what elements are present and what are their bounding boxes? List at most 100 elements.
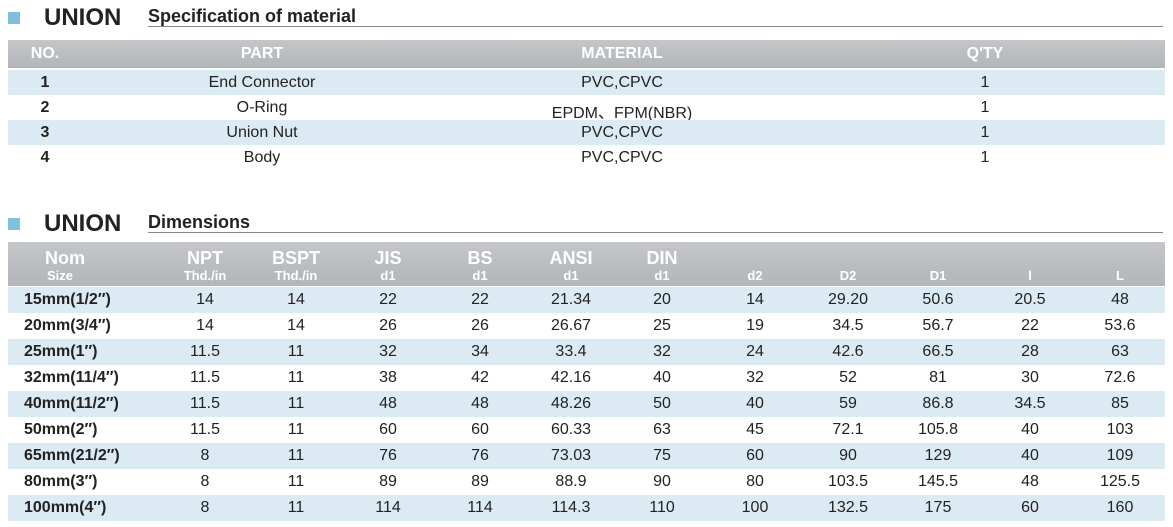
cell: 1	[980, 124, 990, 141]
cell: 40mm(11/2″)	[24, 395, 119, 412]
cell: 90	[839, 447, 857, 464]
cell: PVC,CPVC	[581, 124, 663, 141]
cell: 22	[1021, 317, 1039, 334]
cell: 14	[746, 291, 764, 308]
header-sub: d1	[654, 268, 670, 283]
cell: 48.26	[550, 395, 592, 412]
header-main: DIN	[646, 248, 678, 268]
cell: 1	[980, 149, 990, 166]
section-title: UNION	[44, 210, 122, 237]
cell: 86.8	[922, 395, 954, 412]
cell: 76	[379, 447, 397, 464]
cell: 40	[746, 395, 764, 412]
table-row	[8, 145, 1165, 170]
cell: 1	[40, 74, 50, 91]
title-rule	[148, 26, 1163, 27]
cell: 1	[980, 99, 990, 116]
cell: 11	[287, 473, 305, 490]
table-row	[8, 417, 1165, 443]
header-main: NPT	[187, 248, 223, 268]
cell: 8	[200, 473, 210, 490]
cell: 59	[839, 395, 857, 412]
cell: 22	[379, 291, 397, 308]
cell: 24	[746, 343, 764, 360]
cell: 48	[471, 395, 489, 412]
cell: 11.5	[190, 343, 220, 360]
section-marker	[8, 12, 20, 24]
cell: 145.5	[917, 473, 959, 490]
header-main: BS	[467, 248, 493, 268]
cell: 160	[1106, 499, 1134, 516]
cell: 114	[467, 499, 493, 516]
section-title: UNION	[44, 4, 122, 31]
cell: 19	[746, 317, 764, 334]
cell: 114	[375, 499, 401, 516]
cell: 29.20	[827, 291, 869, 308]
title-rule	[148, 232, 1163, 233]
cell: 60	[1021, 499, 1039, 516]
cell: 103.5	[827, 473, 869, 490]
cell: 28	[1021, 343, 1039, 360]
cell: 11.5	[190, 395, 220, 412]
cell: 8	[200, 447, 210, 464]
cell: 11	[287, 447, 305, 464]
cell: 8	[200, 499, 210, 516]
cell: 125.5	[1099, 473, 1141, 490]
cell: 72.1	[832, 421, 864, 438]
cell: 75	[653, 447, 671, 464]
table-row	[8, 70, 1165, 95]
cell: 20mm(3/4″)	[24, 317, 111, 334]
cell: 14	[196, 291, 214, 308]
cell: 80	[746, 473, 764, 490]
table-row	[8, 313, 1165, 339]
cell: 11	[287, 395, 305, 412]
table-row	[8, 495, 1165, 521]
cell: 60.33	[550, 421, 592, 438]
table-row	[8, 287, 1165, 313]
cell: 11.5	[190, 369, 220, 386]
cell: 52	[839, 369, 857, 386]
header-sub: d2	[747, 268, 763, 283]
cell: 100mm(4″)	[24, 499, 107, 516]
cell: 109	[1106, 447, 1134, 464]
header-sub: d1	[563, 268, 579, 283]
cell: O-Ring	[236, 99, 288, 116]
cell: 14	[196, 317, 214, 334]
header-cell: NO.	[30, 45, 60, 62]
cell: 60	[746, 447, 764, 464]
header-main: JIS	[374, 248, 402, 268]
table-row	[8, 391, 1165, 417]
table-row	[8, 95, 1165, 120]
cell: 60	[379, 421, 397, 438]
cell: 21.34	[550, 291, 592, 308]
header-cell: Q'TY	[966, 45, 1004, 62]
header-sub: Thd./in	[274, 268, 318, 283]
cell: 32	[746, 369, 764, 386]
header-sub: Thd./in	[183, 268, 227, 283]
cell: 25	[653, 317, 671, 334]
cell: 11	[287, 421, 305, 438]
cell: 100	[741, 499, 769, 516]
cell: 50	[653, 395, 671, 412]
cell: 40	[653, 369, 671, 386]
cell: Body	[243, 149, 281, 166]
cell: 26	[471, 317, 489, 334]
table-row	[8, 339, 1165, 365]
section-marker	[8, 218, 20, 230]
cell: 26	[379, 317, 397, 334]
header-main: Nom	[45, 248, 85, 268]
cell: 45	[746, 421, 764, 438]
cell: 110	[649, 499, 675, 516]
table-row	[8, 120, 1165, 145]
cell: 34.5	[1014, 395, 1046, 412]
table-row	[8, 469, 1165, 495]
cell: 14	[287, 291, 305, 308]
cell: 1	[980, 74, 990, 91]
cell: 32	[379, 343, 397, 360]
cell: PVC,CPVC	[581, 149, 663, 166]
cell: 34.5	[832, 317, 864, 334]
cell: End Connector	[208, 74, 316, 91]
header-sub: D1	[929, 268, 947, 283]
cell: 4	[40, 149, 50, 166]
cell: 50.6	[922, 291, 954, 308]
